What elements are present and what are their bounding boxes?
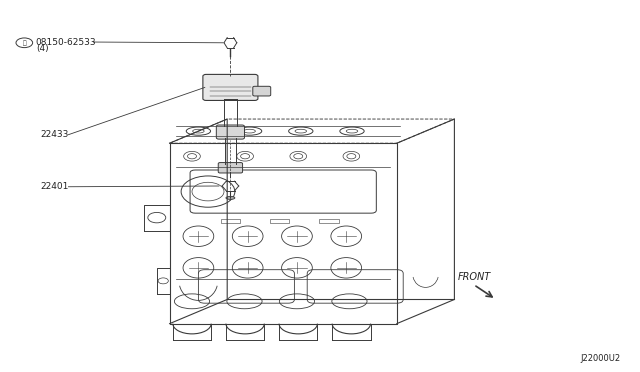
Text: 22433: 22433 (40, 130, 68, 139)
FancyBboxPatch shape (203, 74, 258, 100)
Text: J22000U2: J22000U2 (580, 354, 621, 363)
Ellipse shape (226, 196, 235, 199)
Bar (221, 219, 240, 223)
Text: (4): (4) (36, 44, 49, 53)
Text: 08150-62533: 08150-62533 (36, 38, 97, 46)
Text: Ⓒ: Ⓒ (22, 40, 26, 46)
Bar (319, 219, 339, 223)
FancyBboxPatch shape (218, 163, 243, 173)
Bar (270, 219, 289, 223)
Text: 22401: 22401 (40, 182, 68, 191)
FancyBboxPatch shape (253, 86, 271, 96)
Circle shape (16, 38, 33, 48)
FancyBboxPatch shape (216, 125, 244, 139)
Text: FRONT: FRONT (458, 272, 491, 282)
